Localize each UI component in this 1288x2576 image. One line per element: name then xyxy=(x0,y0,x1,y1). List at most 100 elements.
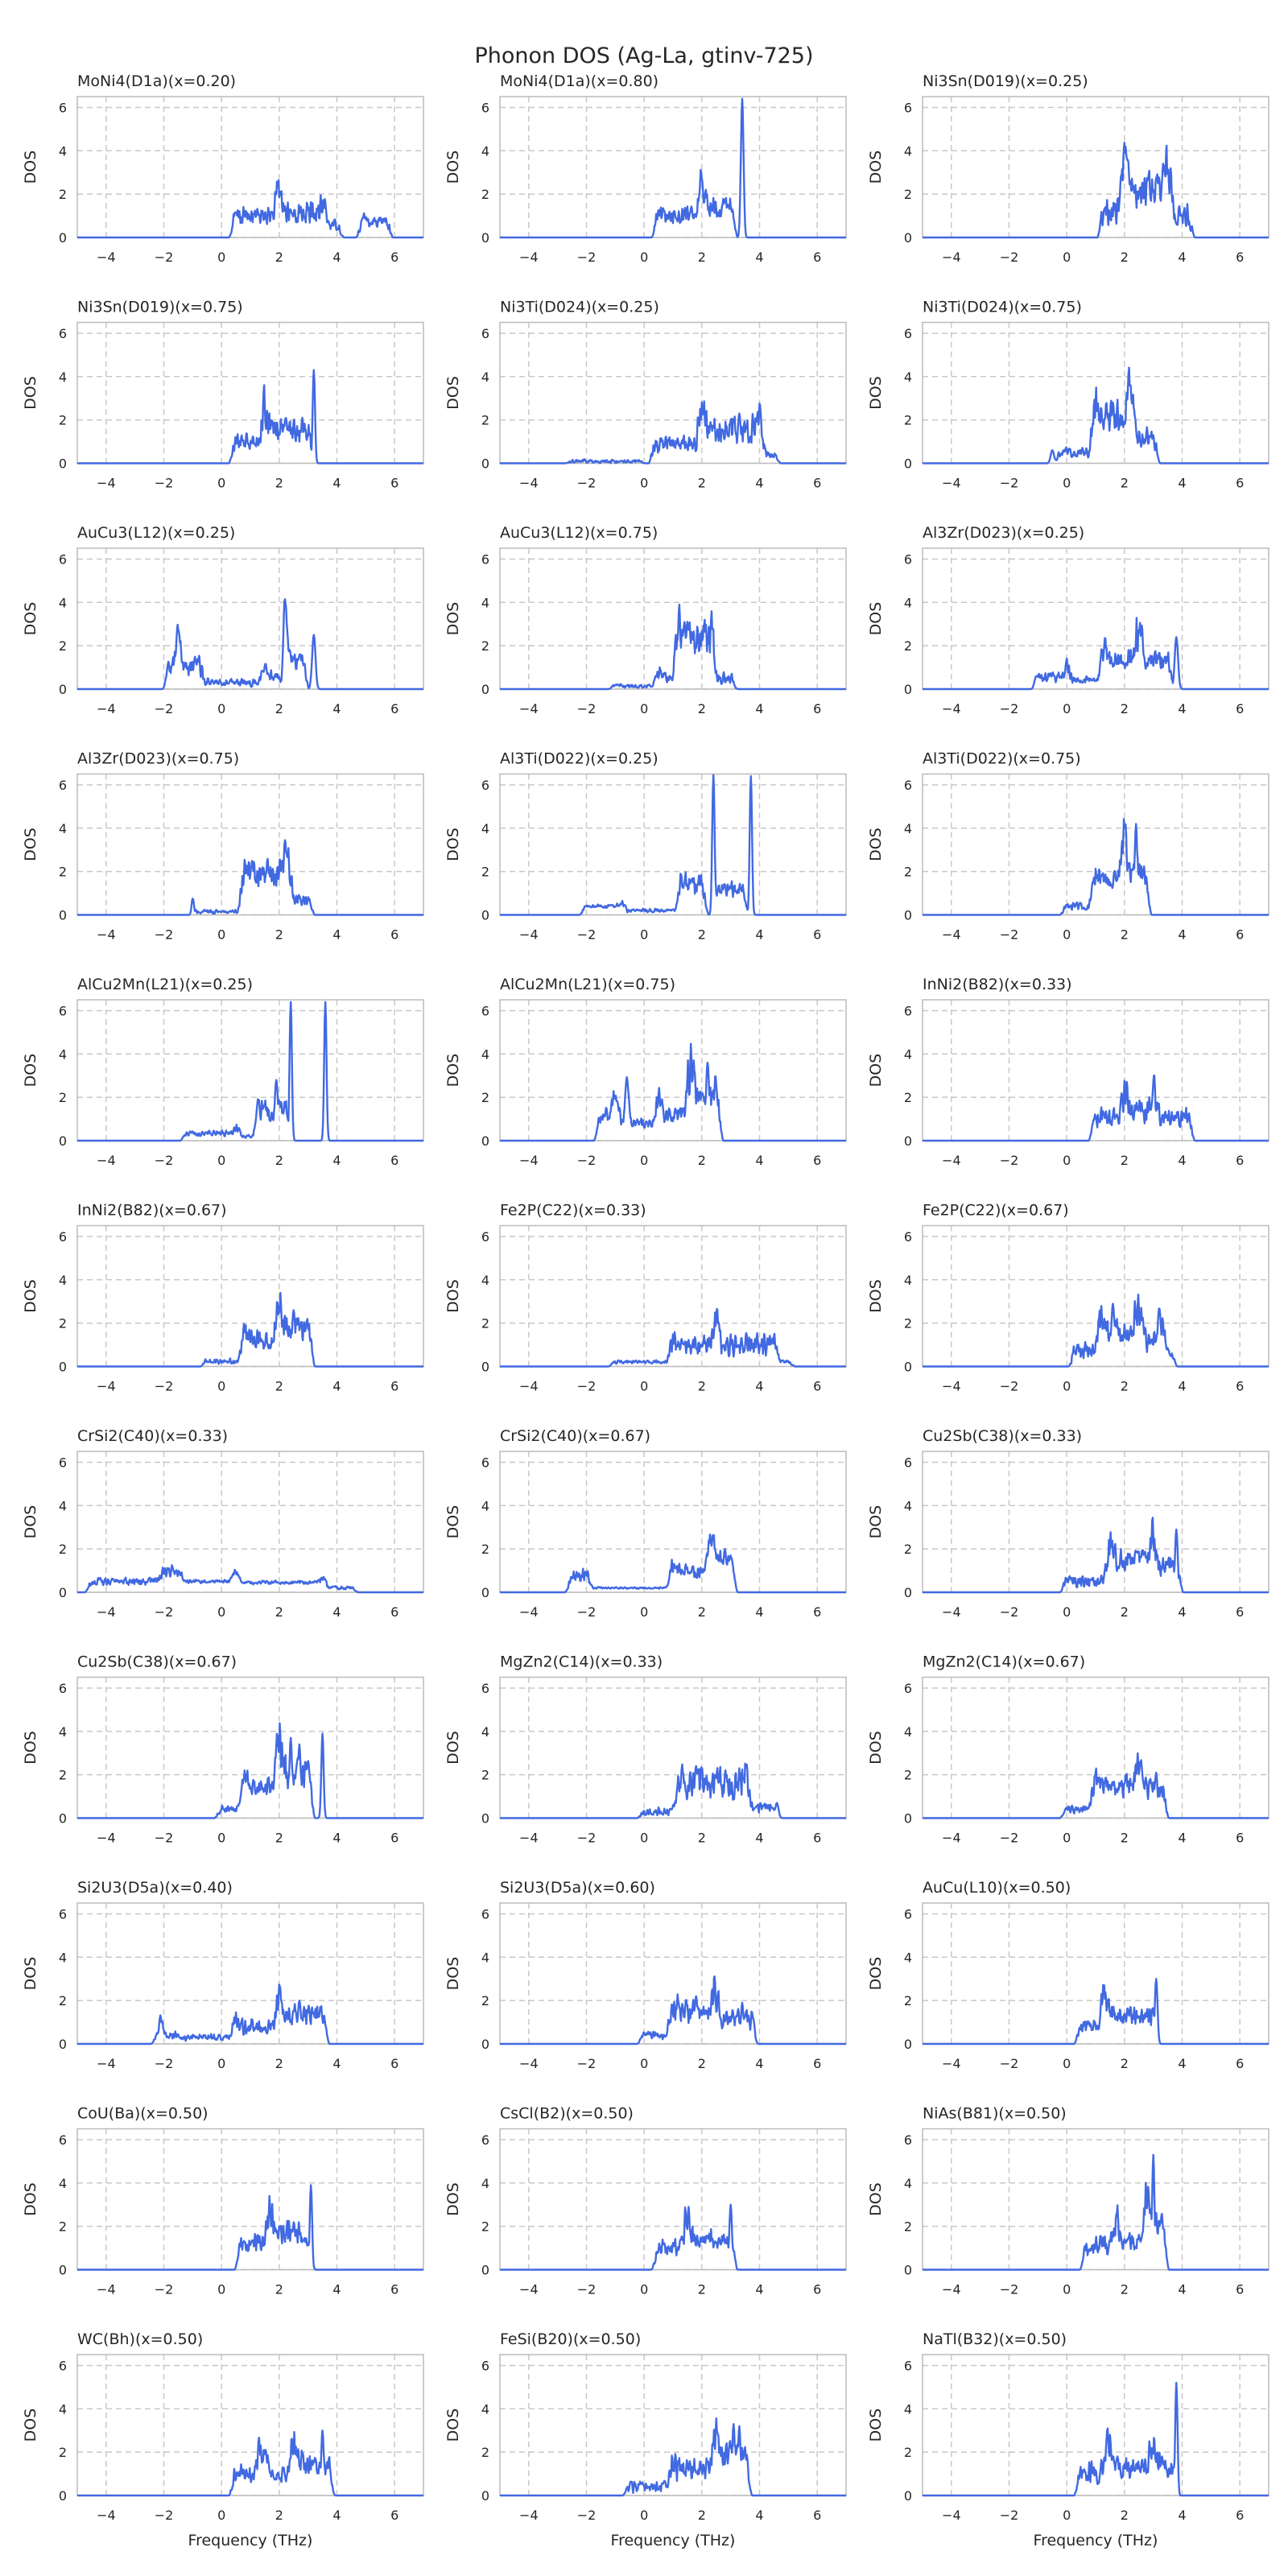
x-tick-label: 0 xyxy=(640,476,648,491)
y-tick-label: 2 xyxy=(59,413,67,428)
y-tick-label: 4 xyxy=(904,2176,912,2191)
y-tick-label: 2 xyxy=(481,1316,489,1331)
y-axis-label: DOS xyxy=(22,828,39,861)
x-tick-label: 2 xyxy=(1121,1604,1129,1620)
x-tick-label: 0 xyxy=(640,2282,648,2297)
x-tick-label: 4 xyxy=(1178,2056,1186,2071)
y-axis-label: DOS xyxy=(22,1731,39,1765)
dos-curve xyxy=(76,1722,424,1819)
x-tick-label: −4 xyxy=(97,2282,116,2297)
dos-curve xyxy=(922,617,1269,691)
x-tick-label: 0 xyxy=(217,927,225,943)
y-axis-label: DOS xyxy=(22,151,39,184)
x-tick-label: −4 xyxy=(519,2508,539,2523)
y-tick-label: 6 xyxy=(481,1229,489,1245)
x-tick-label: 0 xyxy=(217,1604,225,1620)
y-tick-label: 0 xyxy=(904,2263,912,2278)
axes-frame xyxy=(499,96,847,238)
y-tick-label: 0 xyxy=(59,682,67,697)
y-axis-label: DOS xyxy=(867,602,885,636)
y-axis-label: DOS xyxy=(444,1054,462,1088)
y-tick-label: 0 xyxy=(59,1360,67,1375)
y-tick-label: 0 xyxy=(481,1133,489,1149)
x-tick-label: 6 xyxy=(390,2056,398,2071)
y-tick-label: 6 xyxy=(59,1681,67,1696)
y-tick-label: 4 xyxy=(904,1046,912,1062)
x-tick-label: 2 xyxy=(1121,1379,1129,1394)
x-tick-label: 4 xyxy=(755,2282,763,2297)
x-tick-label: −2 xyxy=(577,1831,597,1846)
x-tick-label: −2 xyxy=(1000,1153,1019,1168)
panel-title: Fe2P(C22)(x=0.33) xyxy=(500,1202,646,1220)
x-tick-label: −4 xyxy=(97,927,116,943)
axes-frame xyxy=(76,2128,424,2271)
x-tick-label: 4 xyxy=(755,2056,763,2071)
x-tick-label: 6 xyxy=(1236,701,1244,716)
x-tick-label: 4 xyxy=(1178,1831,1186,1846)
x-tick-label: 2 xyxy=(275,1831,283,1846)
y-tick-label: 0 xyxy=(481,908,489,923)
y-tick-label: 2 xyxy=(904,1090,912,1105)
x-tick-label: 0 xyxy=(1063,701,1071,716)
x-tick-label: −2 xyxy=(1000,2508,1019,2523)
y-axis-label: DOS xyxy=(22,2182,39,2216)
y-tick-label: 2 xyxy=(59,865,67,880)
x-tick-label: 2 xyxy=(1121,2056,1129,2071)
y-tick-label: 0 xyxy=(481,1811,489,1827)
x-tick-label: 2 xyxy=(1121,701,1129,716)
chart-panel: −4 −2 0 2 4 6 0 2 4 6 DOS Ni3Ti(D024)(x=0.75) xyxy=(867,299,1269,491)
x-tick-label: 6 xyxy=(390,1831,398,1846)
x-tick-label: −4 xyxy=(942,250,961,265)
panel-title: Si2U3(D5a)(x=0.40) xyxy=(77,1879,233,1897)
x-tick-label: −2 xyxy=(155,1831,174,1846)
y-tick-label: 0 xyxy=(904,230,912,246)
x-tick-label: 2 xyxy=(275,701,283,716)
panel-title: Al3Zr(D023)(x=0.25) xyxy=(923,524,1084,542)
dos-curve xyxy=(922,1517,1269,1594)
dos-curve xyxy=(922,818,1269,916)
y-tick-label: 0 xyxy=(904,2488,912,2504)
x-tick-label: 4 xyxy=(1178,476,1186,491)
x-tick-label: −2 xyxy=(1000,1831,1019,1846)
axes-frame xyxy=(922,1902,1269,2045)
y-tick-label: 2 xyxy=(481,1090,489,1105)
x-tick-label: 4 xyxy=(755,927,763,943)
y-tick-label: 2 xyxy=(904,413,912,428)
x-tick-label: −4 xyxy=(942,1379,961,1394)
x-tick-label: 2 xyxy=(275,1153,283,1168)
dos-curve xyxy=(499,97,847,239)
x-tick-label: 2 xyxy=(275,250,283,265)
y-tick-label: 0 xyxy=(59,2488,67,2504)
axes-frame xyxy=(76,547,424,690)
x-tick-label: −2 xyxy=(577,1604,597,1620)
dos-curve xyxy=(499,1533,847,1594)
x-tick-label: 2 xyxy=(275,2282,283,2297)
x-tick-label: −4 xyxy=(942,1604,961,1620)
y-tick-label: 6 xyxy=(481,551,489,567)
x-tick-label: 4 xyxy=(755,250,763,265)
x-tick-label: 0 xyxy=(217,476,225,491)
x-tick-label: −2 xyxy=(1000,250,1019,265)
y-tick-label: 4 xyxy=(904,1724,912,1740)
x-axis-label: Frequency (THz) xyxy=(1034,2532,1158,2549)
x-tick-label: 4 xyxy=(332,2508,341,2523)
y-tick-label: 0 xyxy=(904,908,912,923)
y-tick-label: 2 xyxy=(481,413,489,428)
x-tick-label: −4 xyxy=(519,476,539,491)
x-tick-label: −2 xyxy=(577,1379,597,1394)
y-tick-label: 2 xyxy=(59,1768,67,1783)
y-tick-label: 2 xyxy=(481,865,489,880)
x-tick-label: 6 xyxy=(813,701,821,716)
y-tick-label: 0 xyxy=(904,456,912,472)
dos-curve xyxy=(76,369,424,464)
panel-title: CrSi2(C40)(x=0.33) xyxy=(77,1427,228,1445)
y-tick-label: 2 xyxy=(481,2445,489,2460)
y-tick-label: 6 xyxy=(481,2358,489,2373)
x-tick-label: −4 xyxy=(519,701,539,716)
x-tick-label: 6 xyxy=(390,1379,398,1394)
panel-title: Al3Ti(D022)(x=0.25) xyxy=(500,750,658,768)
chart-panel: −4 −2 0 2 4 6 0 2 4 6 DOS Fe2P(C22)(x=0.67) xyxy=(867,1202,1269,1394)
x-tick-label: −4 xyxy=(942,2508,961,2523)
y-axis-label: DOS xyxy=(444,2182,462,2216)
